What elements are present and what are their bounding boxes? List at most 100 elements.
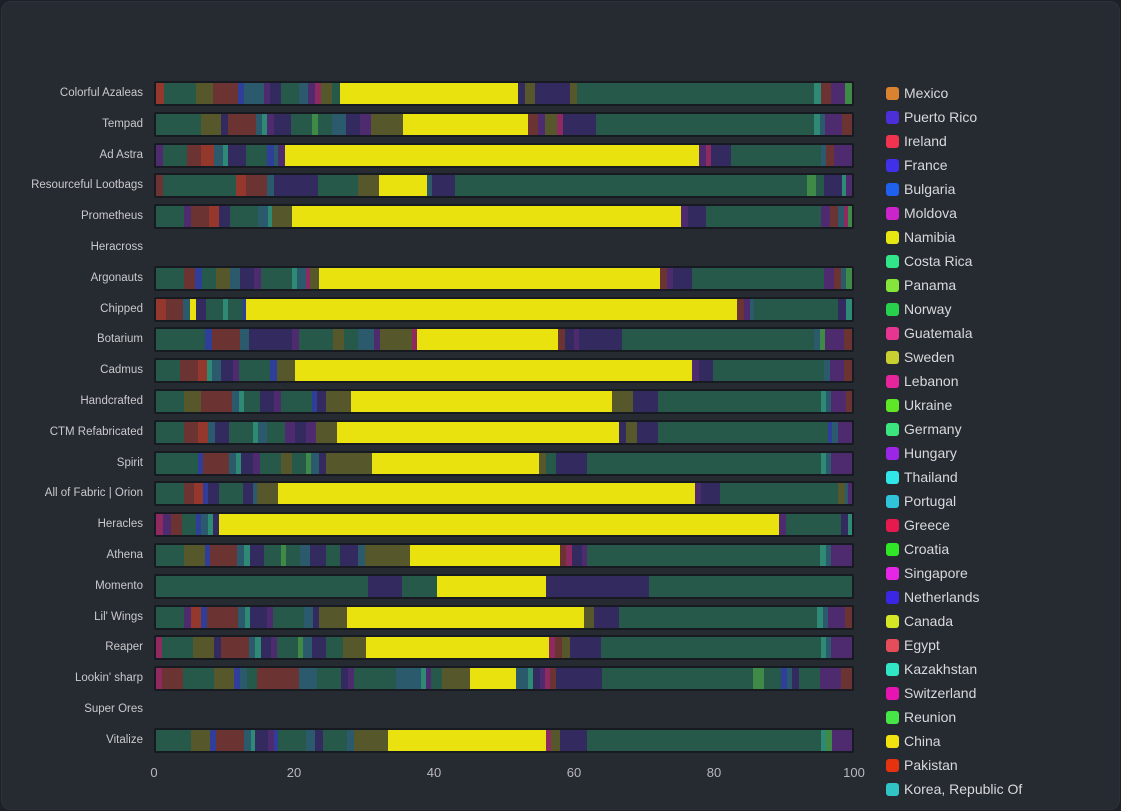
- bar-segment[interactable]: [316, 668, 342, 690]
- bar-segment[interactable]: [706, 206, 821, 228]
- legend-item[interactable]: Korea, Republic Of: [886, 777, 1022, 801]
- bar-segment[interactable]: [815, 175, 825, 197]
- bar-segment[interactable]: [336, 421, 619, 443]
- legend-item[interactable]: Egypt: [886, 633, 1022, 657]
- bar-segment[interactable]: [848, 206, 852, 228]
- bar-segment[interactable]: [194, 267, 202, 289]
- bar-track[interactable]: [154, 573, 854, 599]
- bar-segment[interactable]: [322, 729, 348, 751]
- bar-segment[interactable]: [834, 144, 852, 166]
- bar-segment[interactable]: [162, 175, 237, 197]
- legend-item[interactable]: Norway: [886, 297, 1022, 321]
- legend-swatch[interactable]: [886, 518, 899, 532]
- legend-item[interactable]: Canada: [886, 609, 1022, 633]
- legend-item[interactable]: Moldova: [886, 201, 1022, 225]
- bar-segment[interactable]: [326, 391, 351, 412]
- bar-segment[interactable]: [837, 206, 845, 228]
- bar-segment[interactable]: [817, 606, 823, 628]
- bar-segment[interactable]: [312, 606, 320, 628]
- bar-segment[interactable]: [218, 206, 230, 228]
- bar-segment[interactable]: [256, 113, 263, 135]
- bar-track[interactable]: [154, 173, 854, 199]
- bar-segment[interactable]: [246, 668, 258, 690]
- bar-segment[interactable]: [229, 421, 253, 443]
- bar-segment[interactable]: [260, 391, 275, 412]
- bar-segment[interactable]: [786, 668, 792, 690]
- bar-segment[interactable]: [243, 391, 261, 412]
- bar-segment[interactable]: [221, 113, 229, 135]
- bar-segment[interactable]: [297, 267, 306, 289]
- bar-segment[interactable]: [364, 545, 410, 566]
- bar-segment[interactable]: [559, 545, 567, 566]
- bar-segment[interactable]: [238, 606, 246, 628]
- bar-segment[interactable]: [213, 83, 239, 104]
- bar-segment[interactable]: [210, 729, 216, 751]
- bar-segment[interactable]: [426, 668, 432, 690]
- bar-segment[interactable]: [532, 668, 540, 690]
- bar-segment[interactable]: [326, 452, 372, 474]
- bar-segment[interactable]: [625, 421, 637, 443]
- bar-segment[interactable]: [841, 514, 849, 536]
- bar-segment[interactable]: [268, 729, 274, 751]
- bar-segment[interactable]: [183, 421, 198, 443]
- bar-segment[interactable]: [156, 360, 181, 382]
- bar-track[interactable]: [154, 419, 854, 445]
- bar-segment[interactable]: [263, 83, 271, 104]
- bar-segment[interactable]: [253, 483, 257, 505]
- bar-segment[interactable]: [681, 206, 689, 228]
- bar-segment[interactable]: [270, 360, 278, 382]
- bar-segment[interactable]: [255, 729, 268, 751]
- bar-segment[interactable]: [412, 329, 417, 351]
- bar-track[interactable]: [154, 296, 854, 322]
- legend-swatch[interactable]: [886, 758, 899, 772]
- bar-segment[interactable]: [295, 421, 306, 443]
- bar-segment[interactable]: [291, 206, 682, 228]
- bar-segment[interactable]: [233, 668, 240, 690]
- bar-segment[interactable]: [220, 637, 249, 659]
- bar-segment[interactable]: [705, 144, 711, 166]
- bar-segment[interactable]: [688, 206, 707, 228]
- bar-segment[interactable]: [528, 113, 538, 135]
- bar-segment[interactable]: [535, 83, 570, 104]
- bar-segment[interactable]: [263, 545, 282, 566]
- legend-item[interactable]: Pakistan: [886, 753, 1022, 777]
- legend-item[interactable]: Puerto Rico: [886, 105, 1022, 129]
- bar-segment[interactable]: [229, 452, 237, 474]
- bar-segment[interactable]: [195, 514, 202, 536]
- bar-segment[interactable]: [208, 421, 216, 443]
- bar-segment[interactable]: [305, 267, 311, 289]
- bar-segment[interactable]: [331, 113, 346, 135]
- bar-segment[interactable]: [830, 83, 845, 104]
- bar-segment[interactable]: [737, 298, 745, 320]
- bar-segment[interactable]: [308, 83, 316, 104]
- bar-segment[interactable]: [311, 452, 320, 474]
- bar-segment[interactable]: [455, 175, 807, 197]
- bar-segment[interactable]: [272, 606, 305, 628]
- bar-segment[interactable]: [192, 637, 214, 659]
- bar-segment[interactable]: [218, 514, 779, 536]
- legend-item[interactable]: Lebanon: [886, 369, 1022, 393]
- bar-track[interactable]: [154, 543, 854, 568]
- bar-segment[interactable]: [820, 391, 827, 412]
- bar-segment[interactable]: [618, 421, 626, 443]
- bar-segment[interactable]: [156, 83, 165, 104]
- bar-segment[interactable]: [587, 545, 821, 566]
- bar-segment[interactable]: [281, 452, 292, 474]
- bar-segment[interactable]: [156, 452, 198, 474]
- bar-segment[interactable]: [305, 421, 316, 443]
- bar-segment[interactable]: [244, 545, 250, 566]
- bar-segment[interactable]: [215, 267, 230, 289]
- legend-swatch[interactable]: [886, 614, 899, 628]
- bar-segment[interactable]: [267, 144, 275, 166]
- bar-segment[interactable]: [374, 329, 381, 351]
- bar-segment[interactable]: [827, 606, 845, 628]
- bar-segment[interactable]: [246, 144, 268, 166]
- legend-swatch[interactable]: [886, 206, 899, 220]
- bar-segment[interactable]: [231, 391, 239, 412]
- bar-segment[interactable]: [632, 391, 658, 412]
- bar-segment[interactable]: [239, 360, 271, 382]
- bar-segment[interactable]: [162, 514, 172, 536]
- bar-segment[interactable]: [156, 329, 205, 351]
- bar-segment[interactable]: [207, 360, 213, 382]
- bar-segment[interactable]: [842, 175, 847, 197]
